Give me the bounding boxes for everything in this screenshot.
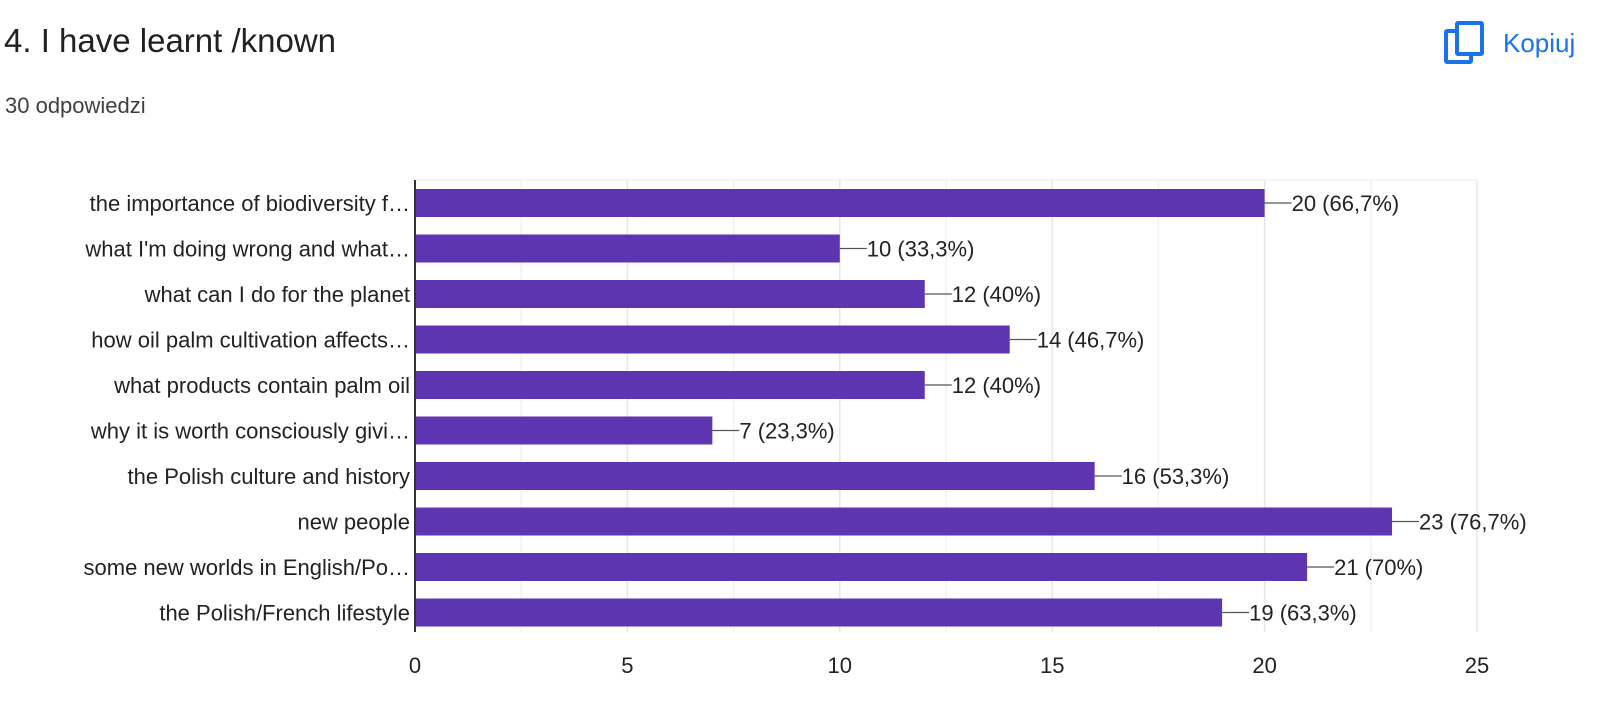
data-label: 20 (66,7%) xyxy=(1292,191,1400,216)
question-title: 4. I have learnt /known xyxy=(4,22,337,59)
x-tick-label: 20 xyxy=(1252,653,1276,678)
bar xyxy=(415,234,840,263)
category-label: what products contain palm oil xyxy=(113,373,410,398)
bar xyxy=(415,462,1095,490)
bar xyxy=(415,371,925,399)
data-label: 16 (53,3%) xyxy=(1122,464,1230,489)
bar xyxy=(415,553,1308,581)
category-label: what can I do for the planet xyxy=(144,282,410,307)
bar xyxy=(415,598,1223,627)
data-label: 12 (40%) xyxy=(952,373,1041,398)
category-label: the importance of biodiversity f… xyxy=(90,191,410,216)
data-label: 7 (23,3%) xyxy=(739,419,834,444)
category-label: what I'm doing wrong and what… xyxy=(84,237,410,262)
data-label: 12 (40%) xyxy=(952,282,1041,307)
data-label: 23 (76,7%) xyxy=(1419,510,1527,535)
x-tick-label: 5 xyxy=(621,653,633,678)
data-label: 21 (70%) xyxy=(1334,555,1423,580)
category-label: why it is worth consciously givi… xyxy=(90,419,410,444)
copy-label: Kopiuj xyxy=(1503,27,1576,58)
bar xyxy=(415,507,1393,536)
data-label: 19 (63,3%) xyxy=(1249,601,1357,626)
x-tick-label: 10 xyxy=(828,653,852,678)
bar xyxy=(415,189,1265,217)
data-label: 10 (33,3%) xyxy=(867,237,975,262)
copy-button[interactable]: Kopiuj xyxy=(1443,18,1575,68)
category-label: how oil palm cultivation affects… xyxy=(91,328,410,353)
x-tick-label: 15 xyxy=(1040,653,1064,678)
bar xyxy=(415,280,925,308)
copy-icon xyxy=(1444,21,1484,64)
response-count: 30 odpowiedzi xyxy=(5,93,146,118)
category-label: the Polish culture and history xyxy=(128,464,411,489)
bar xyxy=(415,416,713,445)
category-label: new people xyxy=(297,510,410,535)
bar xyxy=(415,325,1010,354)
data-label: 14 (46,7%) xyxy=(1037,328,1145,353)
x-tick-label: 0 xyxy=(409,653,421,678)
category-label: some new worlds in English/Po… xyxy=(84,555,410,580)
category-label: the Polish/French lifestyle xyxy=(159,601,410,626)
x-tick-label: 25 xyxy=(1465,653,1489,678)
